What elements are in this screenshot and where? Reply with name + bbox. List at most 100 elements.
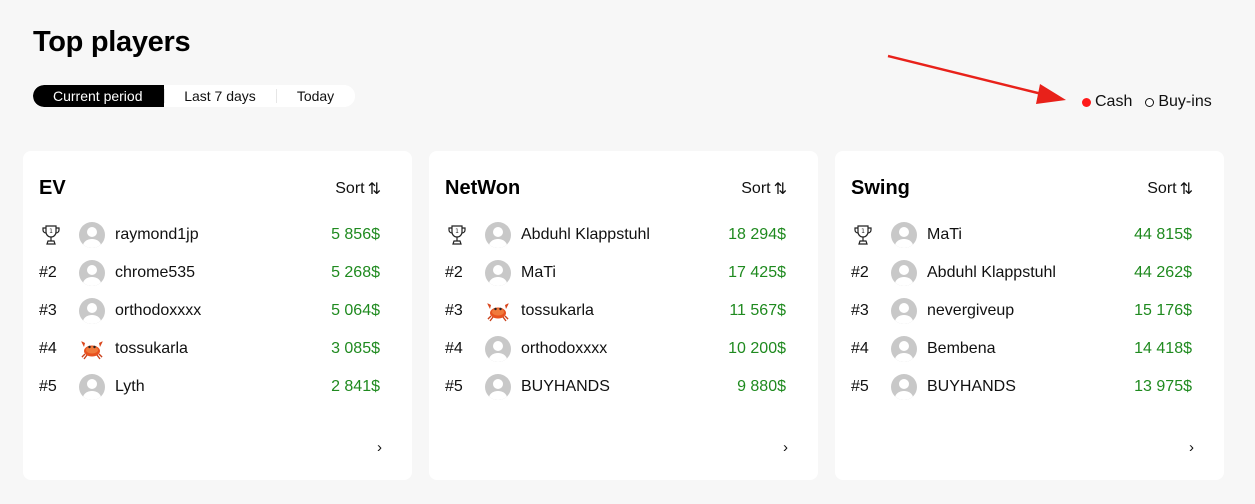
player-row[interactable]: 1 Abduhl Klappstuhl 18 294$ bbox=[445, 216, 786, 254]
tab-last-7-days[interactable]: Last 7 days bbox=[164, 85, 276, 107]
avatar-icon bbox=[79, 298, 105, 324]
rank-label: #2 bbox=[445, 264, 463, 281]
avatar-icon bbox=[79, 222, 105, 248]
svg-text:1: 1 bbox=[49, 228, 53, 235]
trophy-icon: 1 bbox=[851, 223, 891, 247]
player-name: MaTi bbox=[927, 226, 962, 243]
player-name: orthodoxxxx bbox=[115, 302, 202, 319]
chevron-right-icon[interactable]: › bbox=[377, 439, 382, 456]
avatar-icon bbox=[891, 298, 917, 324]
player-name: tossukarla bbox=[521, 302, 594, 319]
avatar-icon bbox=[891, 260, 917, 286]
player-name: raymond1jp bbox=[115, 226, 199, 243]
player-amount: 44 262$ bbox=[1134, 264, 1192, 281]
player-amount: 3 085$ bbox=[331, 340, 380, 357]
sort-arrows-icon: ⇅ bbox=[773, 181, 787, 198]
avatar-icon bbox=[891, 374, 917, 400]
player-name: nevergiveup bbox=[927, 302, 1015, 319]
player-row[interactable]: #4 orthodoxxxx 10 200$ bbox=[445, 330, 786, 368]
page-title: Top players bbox=[33, 26, 191, 58]
trophy-icon: 1 bbox=[445, 223, 485, 247]
player-name: Lyth bbox=[115, 378, 145, 395]
rank-label: #2 bbox=[39, 264, 57, 281]
card-netwon: NetWon Sort ⇅ 1 Abduhl Klappstuhl 18 294$ #… bbox=[429, 151, 818, 480]
player-row[interactable]: #3 orthodoxxxx 5 064$ bbox=[39, 292, 380, 330]
player-amount: 9 880$ bbox=[737, 378, 786, 395]
svg-text:1: 1 bbox=[455, 228, 459, 235]
player-row[interactable]: #4 tossukarla 3 085$ bbox=[39, 330, 380, 368]
rank-label: #3 bbox=[445, 302, 463, 319]
player-name: BUYHANDS bbox=[927, 378, 1016, 395]
player-row[interactable]: #2 chrome535 5 268$ bbox=[39, 254, 380, 292]
sort-label: Sort bbox=[335, 180, 365, 197]
card-title: Swing bbox=[851, 177, 910, 199]
crab-avatar-icon bbox=[485, 298, 511, 324]
player-name: orthodoxxxx bbox=[521, 340, 608, 357]
player-name: Abduhl Klappstuhl bbox=[521, 226, 650, 243]
chevron-right-icon[interactable]: › bbox=[783, 439, 788, 456]
period-tabs: Current period Last 7 days Today bbox=[33, 85, 355, 107]
rank-label: #4 bbox=[39, 340, 57, 357]
sort-arrows-icon: ⇅ bbox=[1179, 181, 1193, 198]
cash-label: Cash bbox=[1095, 93, 1133, 110]
annotation-arrow bbox=[887, 54, 1066, 104]
player-amount: 5 856$ bbox=[331, 226, 380, 243]
player-amount: 17 425$ bbox=[728, 264, 786, 281]
player-row[interactable]: #3 tossukarla 11 567$ bbox=[445, 292, 786, 330]
sort-label: Sort bbox=[1147, 180, 1177, 197]
rank-label: #5 bbox=[851, 378, 869, 395]
tab-today[interactable]: Today bbox=[276, 85, 355, 107]
card-title: NetWon bbox=[445, 177, 521, 199]
player-name: Bembena bbox=[927, 340, 996, 357]
player-amount: 11 567$ bbox=[729, 302, 786, 319]
avatar-icon bbox=[485, 260, 511, 286]
rank-label: #3 bbox=[39, 302, 57, 319]
player-amount: 2 841$ bbox=[331, 378, 380, 395]
avatar-icon bbox=[485, 336, 511, 362]
player-list: 1 Abduhl Klappstuhl 18 294$ #2 MaTi 17 425$ #3… bbox=[445, 216, 786, 406]
player-amount: 18 294$ bbox=[728, 226, 786, 243]
avatar-icon bbox=[891, 336, 917, 362]
cash-buyins-toggle: Cash Buy-ins bbox=[1082, 93, 1212, 111]
player-row[interactable]: #5 BUYHANDS 9 880$ bbox=[445, 368, 786, 406]
cash-option[interactable]: Cash bbox=[1082, 93, 1132, 111]
avatar-icon bbox=[79, 374, 105, 400]
sort-button[interactable]: Sort ⇅ bbox=[1147, 179, 1193, 199]
rank-label: #4 bbox=[851, 340, 869, 357]
rank-label: #4 bbox=[445, 340, 463, 357]
leaderboard-cards: EV Sort ⇅ 1 raymond1jp 5 856$ #2 chrome535 5 … bbox=[23, 151, 1224, 480]
player-row[interactable]: #4 Bembena 14 418$ bbox=[851, 330, 1192, 368]
player-list: 1 MaTi 44 815$ #2 Abduhl Klappstuhl 44 262$ #3… bbox=[851, 216, 1192, 406]
sort-button[interactable]: Sort ⇅ bbox=[335, 179, 381, 199]
player-row[interactable]: 1 raymond1jp 5 856$ bbox=[39, 216, 380, 254]
card-ev: EV Sort ⇅ 1 raymond1jp 5 856$ #2 chrome535 5 … bbox=[23, 151, 412, 480]
player-amount: 44 815$ bbox=[1134, 226, 1192, 243]
cash-radio-icon[interactable] bbox=[1082, 97, 1091, 107]
player-name: MaTi bbox=[521, 264, 556, 281]
svg-text:1: 1 bbox=[861, 228, 865, 235]
avatar-icon bbox=[485, 222, 511, 248]
player-name: chrome535 bbox=[115, 264, 196, 281]
player-name: Abduhl Klappstuhl bbox=[927, 264, 1056, 281]
player-row[interactable]: #2 MaTi 17 425$ bbox=[445, 254, 786, 292]
player-amount: 5 064$ bbox=[331, 302, 380, 319]
buyins-option[interactable]: Buy-ins bbox=[1145, 93, 1212, 111]
player-row[interactable]: #2 Abduhl Klappstuhl 44 262$ bbox=[851, 254, 1192, 292]
avatar-icon bbox=[79, 260, 105, 286]
avatar-icon bbox=[891, 222, 917, 248]
tab-current-period[interactable]: Current period bbox=[33, 85, 164, 107]
rank-label: #5 bbox=[39, 378, 57, 395]
sort-button[interactable]: Sort ⇅ bbox=[741, 179, 787, 199]
rank-label: #3 bbox=[851, 302, 869, 319]
chevron-right-icon[interactable]: › bbox=[1189, 439, 1194, 456]
player-row[interactable]: #3 nevergiveup 15 176$ bbox=[851, 292, 1192, 330]
avatar-icon bbox=[485, 374, 511, 400]
rank-label: #5 bbox=[445, 378, 463, 395]
player-name: BUYHANDS bbox=[521, 378, 610, 395]
card-title: EV bbox=[39, 177, 66, 199]
player-row[interactable]: 1 MaTi 44 815$ bbox=[851, 216, 1192, 254]
buyins-radio-icon[interactable] bbox=[1145, 97, 1155, 107]
player-row[interactable]: #5 BUYHANDS 13 975$ bbox=[851, 368, 1192, 406]
player-row[interactable]: #5 Lyth 2 841$ bbox=[39, 368, 380, 406]
